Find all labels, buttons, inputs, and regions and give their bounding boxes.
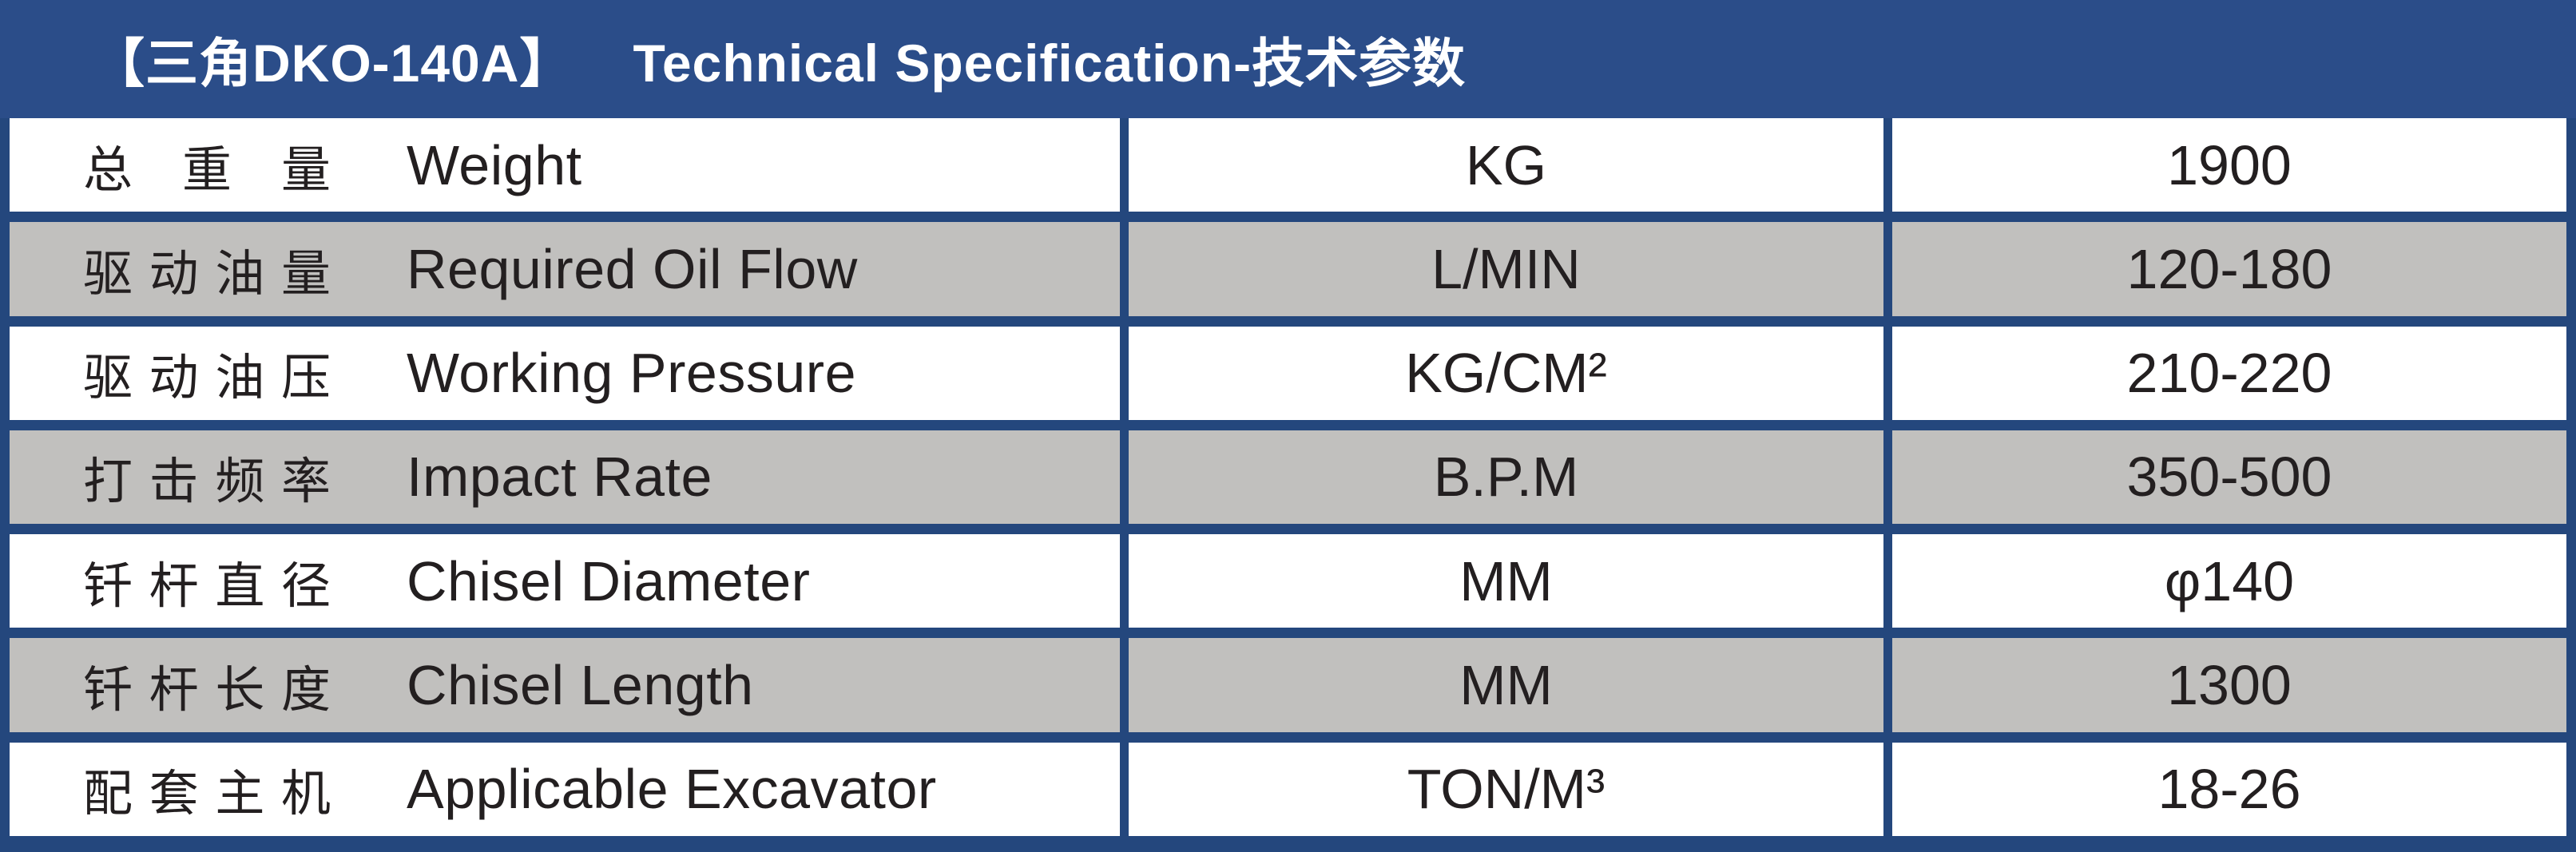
- value-cell: 18-26: [1892, 742, 2566, 836]
- label-cn: 驱动油量: [83, 246, 331, 302]
- label-cn: 打击频率: [83, 454, 331, 510]
- label-cell: 打击频率 Impact Rate: [10, 430, 1120, 525]
- value-text: 120-180: [2126, 237, 2332, 300]
- value-text: 350-500: [2126, 446, 2332, 509]
- label-cell: 总 重 量 Weight: [10, 118, 1120, 212]
- value-cell: 120-180: [1892, 222, 2566, 316]
- spec-rows-grid: 总 重 量 Weight KG 1900 驱动油量 Required Oil Flow L/…: [0, 118, 2576, 852]
- value-text: 1300: [2167, 654, 2292, 717]
- label-en: Weight: [407, 133, 582, 196]
- value-text: 1900: [2167, 133, 2292, 196]
- unit-text: B.P.M: [1433, 446, 1579, 509]
- value-text: 18-26: [2157, 758, 2301, 821]
- label-en: Chisel Diameter: [407, 549, 811, 612]
- label-cn: 驱动油压: [83, 351, 331, 406]
- value-cell: φ140: [1892, 534, 2566, 628]
- unit-cell: B.P.M: [1129, 430, 1883, 525]
- unit-cell: L/MIN: [1129, 222, 1883, 316]
- label-cell: 驱动油压 Working Pressure: [10, 326, 1120, 420]
- unit-text: MM: [1459, 549, 1553, 612]
- value-cell: 1900: [1892, 118, 2566, 212]
- value-cell: 210-220: [1892, 326, 2566, 420]
- unit-cell: TON/M³: [1129, 742, 1883, 836]
- unit-text: KG/CM²: [1405, 342, 1607, 405]
- label-cell: 钎杆直径 Chisel Diameter: [10, 534, 1120, 628]
- label-en: Required Oil Flow: [407, 237, 858, 300]
- label-en: Working Pressure: [407, 342, 857, 405]
- value-cell: 350-500: [1892, 430, 2566, 525]
- model-name: 【三角DKO-140A】: [92, 34, 574, 93]
- label-cell: 驱动油量 Required Oil Flow: [10, 222, 1120, 316]
- label-cn: 钎杆长度: [83, 663, 331, 719]
- value-cell: 1300: [1892, 638, 2566, 732]
- unit-cell: MM: [1129, 534, 1883, 628]
- unit-cell: KG/CM²: [1129, 326, 1883, 420]
- unit-cell: MM: [1129, 638, 1883, 732]
- label-cell: 钎杆长度 Chisel Length: [10, 638, 1120, 732]
- unit-text: L/MIN: [1431, 237, 1581, 300]
- unit-text: KG: [1465, 133, 1547, 196]
- label-cn: 总 重 量: [83, 142, 331, 198]
- unit-text: TON/M³: [1407, 758, 1606, 821]
- label-cn: 钎杆直径: [83, 558, 331, 614]
- table-title-bar: 【三角DKO-140A】 Technical Specification-技术参…: [0, 0, 2576, 118]
- value-text: φ140: [2164, 549, 2295, 612]
- label-en: Chisel Length: [407, 654, 754, 717]
- unit-text: MM: [1459, 654, 1553, 717]
- title-text: Technical Specification-技术参数: [633, 34, 1467, 93]
- label-cell: 配套主机 Applicable Excavator: [10, 742, 1120, 836]
- label-en: Impact Rate: [407, 446, 712, 509]
- unit-cell: KG: [1129, 118, 1883, 212]
- label-en: Applicable Excavator: [407, 758, 937, 821]
- label-cn: 配套主机: [83, 767, 331, 822]
- value-text: 210-220: [2126, 342, 2332, 405]
